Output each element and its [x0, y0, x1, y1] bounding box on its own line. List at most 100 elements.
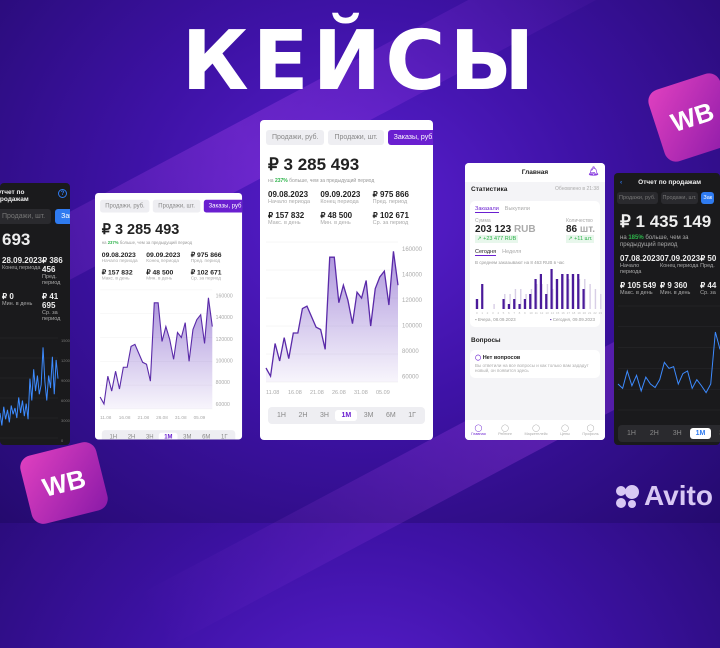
- no-questions-text: Вы ответили на все вопросы и как только …: [475, 363, 595, 373]
- profile-icon: ◯: [582, 424, 598, 432]
- x-tick-label: 11.08: [100, 415, 112, 420]
- x-tick-label: 05.09: [194, 415, 206, 420]
- tab-bought[interactable]: Выкупили: [505, 206, 530, 213]
- x-tick-label: 21.08: [310, 390, 324, 396]
- wb-logo-cube: WB: [18, 440, 111, 527]
- period-1М[interactable]: 1М: [690, 428, 712, 439]
- period-1Н[interactable]: 1Н: [271, 410, 292, 421]
- period-3Н[interactable]: 3Н: [314, 410, 335, 421]
- period-2Н[interactable]: 2Н: [644, 428, 665, 439]
- tab-sales-rub[interactable]: Продажи, руб.: [617, 192, 658, 204]
- bar-today: [572, 274, 574, 309]
- tab-sales-units[interactable]: Продажи, шт.: [153, 200, 200, 213]
- nav-item-2[interactable]: ◯Маркетплейс: [524, 424, 547, 436]
- help-icon[interactable]: ?: [58, 189, 67, 198]
- stat-value: ₽ 0: [2, 292, 42, 301]
- total-value: ₽ 1 435 149: [614, 210, 720, 234]
- nav-item-4[interactable]: ◯Профиль: [582, 424, 598, 436]
- y-tick-label: 120000: [216, 337, 233, 343]
- stat-label: Мин. в день: [2, 301, 42, 307]
- nav-item-1[interactable]: ◯Рейтинг: [498, 424, 512, 436]
- tab-orders-rub[interactable]: Заказы, руб.: [55, 209, 70, 224]
- nav-item-0[interactable]: ◯Главная: [471, 424, 485, 436]
- bar-today: [476, 299, 478, 309]
- stat-value: ₽ 50: [700, 254, 720, 263]
- screen-title: Главная: [522, 169, 548, 176]
- period-1М[interactable]: 1М: [159, 433, 177, 440]
- y-tick-label: 60000: [61, 398, 70, 403]
- period-3М[interactable]: 3М: [713, 428, 720, 439]
- period-1Г[interactable]: 1Г: [402, 410, 422, 421]
- period-3Н[interactable]: 3Н: [141, 433, 159, 440]
- x-tick-label: 9: [524, 311, 526, 315]
- tab-sales-rub[interactable]: Продажи, руб.: [100, 200, 150, 213]
- period-6М[interactable]: 6М: [380, 410, 402, 421]
- qty-delta: ↗ +11 шт.: [566, 235, 594, 243]
- nav-item-3[interactable]: ◯Цены: [560, 424, 570, 436]
- tab-orders-rub[interactable]: Заказы, руб.: [203, 200, 242, 213]
- stat-value: ₽ 102 671: [373, 211, 425, 220]
- sum-unit: RUB: [514, 224, 536, 235]
- nav-label: Рейтинг: [498, 432, 512, 436]
- x-tick-label: 31.08: [354, 390, 368, 396]
- stat-label: Макс. в день: [268, 220, 320, 226]
- bell-icon[interactable]: 🔔︎: [588, 166, 599, 177]
- x-tick-label: 21.08: [138, 415, 150, 420]
- right-dark-chart: [614, 296, 720, 420]
- y-tick-label: 140000: [402, 273, 423, 279]
- x-tick-label: 7: [513, 311, 515, 315]
- tab-ordered[interactable]: Заказали: [475, 206, 499, 213]
- tab-orders-rub[interactable]: Заказы, руб.: [388, 130, 433, 145]
- stat-label: Начало периода: [620, 263, 660, 275]
- bar-today: [513, 299, 515, 309]
- tab-sales-units[interactable]: Продажи, шт.: [328, 130, 383, 145]
- period-2Н[interactable]: 2Н: [292, 410, 313, 421]
- tab-week[interactable]: Неделя: [502, 249, 521, 256]
- stat-label: Пред. период: [191, 258, 235, 263]
- bar-today: [545, 294, 547, 309]
- no-questions-title: Нет вопросов: [483, 355, 521, 361]
- period-1Н[interactable]: 1Н: [621, 428, 642, 439]
- x-tick-label: 23: [599, 311, 603, 315]
- period-2Н[interactable]: 2Н: [123, 433, 141, 440]
- x-tick-label: 20: [583, 311, 587, 315]
- period-3М[interactable]: 3М: [358, 410, 380, 421]
- period-3М[interactable]: 3М: [178, 433, 196, 440]
- stat-value: ₽ 102 671: [191, 269, 235, 277]
- tab-orders-rub[interactable]: Зак: [701, 192, 714, 204]
- prices-icon: ◯: [560, 424, 570, 432]
- x-tick-label: 18: [572, 311, 576, 315]
- bar-yesterday: [589, 284, 590, 309]
- period-1М[interactable]: 1М: [335, 410, 357, 421]
- period-3Н[interactable]: 3Н: [667, 428, 688, 439]
- x-tick-label: 26.08: [156, 415, 168, 420]
- bar-yesterday: [600, 294, 601, 309]
- tab-sales-units[interactable]: Продажи, шт.: [0, 209, 51, 224]
- questions-title: Вопросы: [465, 331, 605, 346]
- stat-value: ₽ 157 832: [268, 211, 320, 220]
- headline: КЕЙСЫ: [0, 14, 720, 109]
- period-1Н[interactable]: 1Н: [104, 433, 122, 440]
- sum-value: 203 123: [475, 224, 511, 235]
- x-tick-label: 6: [508, 311, 510, 315]
- x-tick-label: 2: [487, 311, 489, 315]
- tab-sales-units[interactable]: Продажи, шт.: [661, 192, 699, 204]
- stat-label: Конец периода: [146, 258, 190, 263]
- x-tick-label: 17: [567, 311, 571, 315]
- tab-sales-rub[interactable]: Продажи, руб.: [266, 130, 324, 145]
- y-tick-label: 60000: [216, 402, 230, 408]
- tab-today[interactable]: Сегодня: [475, 249, 496, 256]
- x-tick-label: 14: [551, 311, 555, 315]
- period-6М[interactable]: 6М: [197, 433, 215, 440]
- period-1Г[interactable]: 1Г: [216, 433, 233, 440]
- qty-unit: шт.: [580, 224, 595, 235]
- back-chevron-icon[interactable]: ‹: [620, 179, 622, 186]
